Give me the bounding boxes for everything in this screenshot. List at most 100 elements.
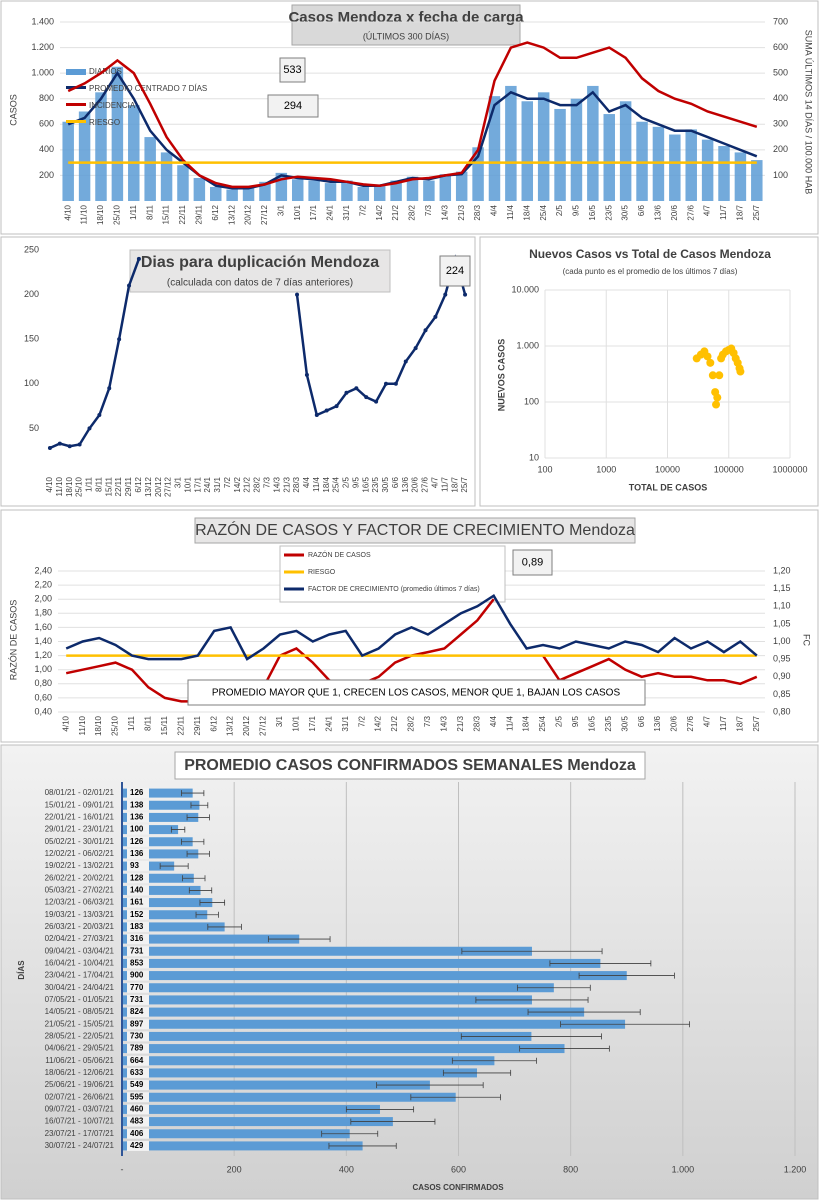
y-tick-label: 0,90 [773, 671, 791, 681]
legend-label: FACTOR DE CRECIMIENTO (promedio últimos … [308, 586, 480, 593]
y-tick-label: 0,40 [34, 706, 52, 716]
error-bar [159, 863, 189, 870]
error-bar [186, 850, 210, 857]
x-tick-label: 6/6 [391, 476, 400, 488]
bar [122, 1104, 380, 1114]
x-tick-label: 11/10 [80, 204, 89, 224]
value-label-bg [127, 1128, 149, 1139]
point [314, 413, 319, 418]
error-bar [475, 996, 589, 1003]
series-line [541, 654, 758, 686]
value-label-bg [127, 800, 149, 811]
y-tick-label: 1,15 [773, 583, 791, 593]
y-tick-label: 1,05 [773, 618, 791, 628]
error-bar [181, 838, 205, 845]
value-label-bg [127, 946, 149, 957]
y-tick-label: 09/07/21 - 03/07/21 [45, 1105, 115, 1114]
bar [122, 1031, 532, 1041]
bar [308, 180, 320, 201]
value-label: 824 [130, 1007, 144, 1016]
axis-title: RAZÓN DE CASOS [8, 600, 18, 681]
x-tick-label: 11/4 [505, 715, 514, 731]
point [344, 390, 349, 395]
annotation: PROMEDIO MAYOR QUE 1, CRECEN LOS CASOS, … [212, 688, 621, 699]
error-bar [345, 1106, 415, 1113]
x-tick-label: 11/10 [55, 476, 64, 496]
bar [193, 177, 206, 201]
x-tick-label: 2/5 [555, 204, 564, 216]
error-bar [350, 1118, 436, 1125]
bar [226, 189, 238, 201]
error-bar [461, 948, 603, 955]
point [736, 367, 745, 376]
bar [210, 186, 222, 201]
value-label: 664 [130, 1056, 144, 1065]
point [97, 413, 102, 418]
x-tick-label: 21/2 [243, 476, 252, 492]
x-tick-label: 28/2 [253, 476, 262, 492]
y-tick-label: 10 [529, 452, 539, 462]
error-bar [188, 887, 213, 894]
annotation: 533 [283, 64, 301, 76]
x-tick-label: 18/10 [96, 204, 105, 225]
bar [570, 98, 583, 201]
point [136, 256, 141, 261]
x-tick-label: 9/5 [571, 715, 580, 727]
value-label: 126 [130, 788, 144, 797]
bar [242, 186, 255, 201]
x-tick-label: 29/11 [193, 715, 202, 735]
x-tick-label: 16/5 [588, 204, 597, 220]
value-label: 730 [130, 1032, 144, 1041]
value-label: 126 [130, 837, 144, 846]
point [413, 346, 418, 351]
x-tick-label: 1.200 [784, 1164, 807, 1174]
y-tick-label: 1.000 [516, 340, 539, 350]
y-tick-label: 1.200 [31, 42, 54, 52]
bar [122, 1056, 495, 1066]
y-tick-label: 02/07/21 - 26/06/21 [45, 1092, 115, 1101]
y-tick-label: 0,60 [34, 692, 52, 702]
bar [439, 174, 452, 201]
bar [291, 179, 304, 201]
x-tick-label: 100000 [714, 464, 744, 474]
y-tick-label: 1,20 [773, 565, 791, 575]
bar [669, 134, 681, 201]
x-tick-label: 4/4 [489, 715, 498, 727]
value-label-bg [127, 1080, 149, 1091]
axis-title: NUEVOS CASOS [496, 339, 506, 412]
point [334, 404, 339, 409]
legend-label: DIARIOS [89, 67, 122, 76]
bar [521, 101, 534, 201]
legend-swatch [66, 103, 86, 106]
error-bar [186, 814, 210, 821]
x-tick-label: 6/12 [209, 715, 218, 731]
point [433, 314, 438, 319]
error-bar [527, 1009, 641, 1016]
y-tick-label: 250 [24, 244, 39, 254]
x-tick-label: 8/11 [145, 204, 154, 220]
y-tick-label: 14/05/21 - 08/05/21 [45, 1007, 115, 1016]
bar [423, 180, 435, 201]
value-label-bg [127, 861, 149, 872]
x-tick-label: 30/5 [620, 715, 629, 731]
x-tick-label: 24/1 [203, 476, 212, 492]
y-tick-label: 23/07/21 - 17/07/21 [45, 1129, 115, 1138]
bar [259, 181, 271, 201]
y-tick-label: 02/04/21 - 27/03/21 [45, 934, 115, 943]
x-tick-label: 1/11 [129, 204, 138, 220]
x-tick-label: 4/7 [703, 204, 712, 216]
x-tick-label: 27/12 [259, 715, 268, 736]
legend-swatch [66, 69, 86, 75]
bar [472, 147, 484, 201]
value-label-bg [127, 1007, 149, 1018]
x-tick-label: 9/5 [572, 204, 581, 216]
y-tick-label: 10.000 [511, 284, 539, 294]
x-tick-label: 29/11 [124, 476, 133, 496]
x-tick-label: 27/12 [164, 476, 173, 497]
y-tick-label: 1,40 [34, 636, 52, 646]
y-tick-label: 12/02/21 - 06/02/21 [45, 849, 115, 858]
x-tick-label: 7/3 [423, 715, 432, 727]
value-label-bg [127, 873, 149, 884]
x-tick-label: 8/11 [144, 715, 153, 731]
x-tick-label: 18/4 [522, 715, 531, 731]
